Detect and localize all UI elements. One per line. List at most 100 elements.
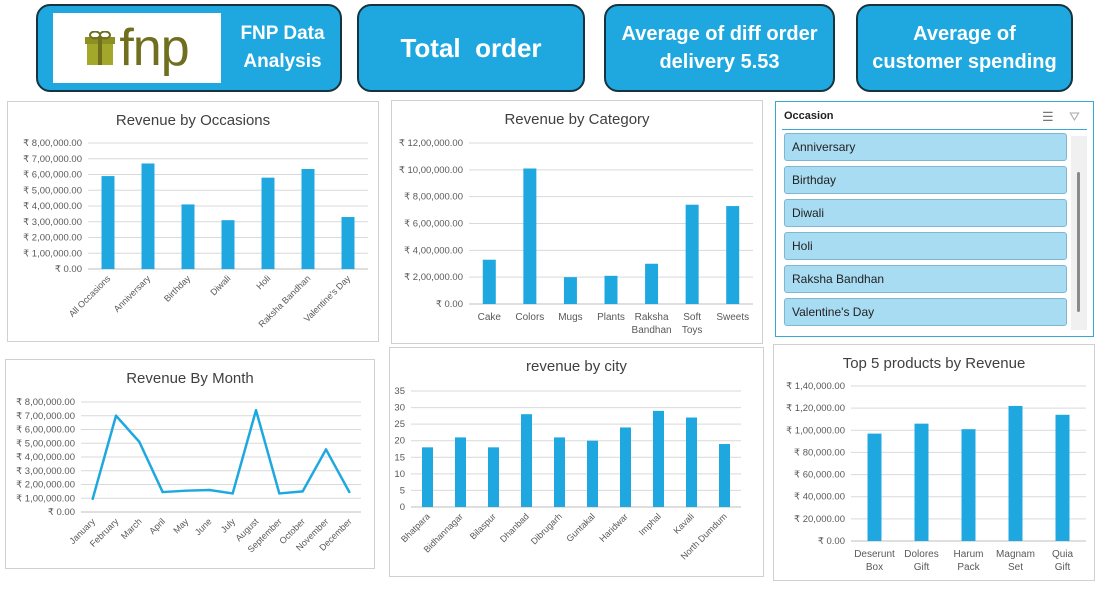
multi-select-icon[interactable]: ☰: [1042, 109, 1054, 124]
bar: [521, 414, 532, 507]
data-point: [324, 448, 328, 451]
x-tick-label: Magnam: [996, 549, 1035, 560]
chart-title: Revenue by Occasions: [115, 112, 271, 129]
bar: [141, 163, 155, 269]
x-tick-label: Box: [866, 562, 883, 573]
x-tick-label: Quia: [1052, 549, 1074, 560]
y-tick-label: ₹ 10,00,000.00: [399, 165, 463, 176]
x-tick-label: Toys: [682, 325, 703, 336]
x-tick-label: May: [171, 516, 190, 535]
y-tick-label: ₹ 8,00,000.00: [23, 138, 82, 149]
bar: [867, 433, 882, 541]
chart-title: Revenue by Category: [504, 111, 650, 128]
chart-canvas: ₹ 0.00 ₹ 1,00,000.00 ₹ 2,00,000.00 ₹ 3,00,0…: [16, 397, 361, 555]
bar: [961, 429, 976, 541]
y-tick-label: ₹ 3,00,000.00: [23, 217, 82, 228]
chart-revenue-occasions[interactable]: Revenue by Occasions ₹ 0.00 ₹ 1,00,000.00…: [7, 101, 379, 342]
y-tick-label: ₹ 4,00,000.00: [404, 245, 463, 256]
y-tick-label: ₹ 7,00,000.00: [23, 154, 82, 165]
x-tick-label: March: [119, 516, 144, 541]
fnp-logo: fnp: [53, 13, 221, 83]
slicer-item-anniversary[interactable]: Anniversary: [784, 133, 1067, 161]
slicer-item-valentines-day[interactable]: Valentine's Day: [784, 298, 1067, 326]
chart-revenue-month[interactable]: Revenue By Month ₹ 0.00 ₹ 1,00,000.00 ₹ 2,…: [5, 359, 375, 569]
bar: [101, 176, 115, 269]
data-point: [231, 492, 234, 495]
data-point: [161, 490, 164, 494]
kpi-label: Total order: [400, 33, 542, 63]
bar: [523, 168, 537, 304]
data-point: [114, 414, 118, 417]
x-tick-label: Harum: [953, 549, 983, 560]
clear-filter-icon[interactable]: ⛛: [1069, 109, 1080, 124]
slicer-title: Occasion: [784, 110, 834, 122]
y-tick-label: ₹ 4,00,000.00: [16, 452, 75, 463]
y-tick-label: ₹ 5,00,000.00: [16, 438, 75, 449]
x-tick-label: All Occasions: [67, 273, 113, 319]
bar: [914, 423, 929, 541]
x-tick-label: Raksha: [635, 312, 669, 323]
chart-title: Top 5 products by Revenue: [842, 355, 1026, 372]
x-tick-label: Dolores: [904, 549, 938, 560]
x-tick-label: July: [219, 516, 238, 535]
y-tick-label: ₹ 7,00,000.00: [16, 411, 75, 422]
x-tick-label: Soft: [683, 312, 701, 323]
bar: [645, 263, 659, 304]
slicer-item-raksha-bandhan[interactable]: Raksha Bandhan: [784, 265, 1067, 293]
data-point: [301, 490, 304, 493]
data-point: [278, 492, 281, 495]
scrollbar-thumb[interactable]: [1077, 172, 1080, 312]
slicer-scrollbar[interactable]: [1071, 136, 1087, 330]
slicer-divider: [782, 129, 1087, 130]
x-tick-label: Holi: [254, 273, 272, 291]
chart-title: Revenue By Month: [126, 370, 254, 387]
bar: [554, 437, 565, 507]
data-point: [348, 490, 351, 494]
x-tick-label: Dhanbad: [498, 511, 531, 544]
kpi-avg-spending[interactable]: Average of customer spending: [856, 4, 1073, 92]
slicer-item-birthday[interactable]: Birthday: [784, 166, 1067, 194]
bar: [1055, 414, 1070, 541]
kpi-total-order[interactable]: Total order: [357, 4, 585, 92]
chart-top5-products[interactable]: Top 5 products by Revenue ₹ 0.00 ₹ 20,000…: [773, 344, 1095, 581]
x-tick-label: Haridwar: [597, 511, 630, 544]
occasion-slicer[interactable]: Occasion ☰ ⛛ Anniversary Birthday Diwali…: [775, 101, 1094, 337]
x-tick-label: Pack: [957, 562, 980, 573]
y-tick-label: ₹ 0.00: [48, 507, 75, 518]
y-tick-label: ₹ 1,00,000.00: [16, 493, 75, 504]
slicer-item-diwali[interactable]: Diwali: [784, 199, 1067, 227]
bar: [726, 206, 740, 304]
chart-canvas: ₹ 0.00 ₹ 20,000.00 ₹ 40,000.00 ₹ 60,000.00 ₹…: [786, 381, 1086, 573]
y-tick-label: ₹ 5,00,000.00: [23, 185, 82, 196]
kpi-avg-delivery[interactable]: Average of diff order delivery 5.53: [604, 4, 835, 92]
y-tick-label: 30: [394, 403, 405, 414]
y-tick-label: ₹ 0.00: [55, 264, 82, 275]
chart-revenue-category[interactable]: Revenue by Category ₹ 0.00 ₹ 2,00,000.00 ₹…: [391, 100, 763, 344]
chart-revenue-city[interactable]: revenue by city 0 5 10 15 20 25 30 35 Bhatpara Bi…: [389, 347, 764, 577]
x-tick-label: Gift: [914, 562, 930, 573]
x-tick-label: Mugs: [558, 312, 582, 323]
bar: [1008, 405, 1023, 541]
x-tick-label: Birthday: [162, 273, 193, 304]
y-tick-label: ₹ 60,000.00: [794, 470, 845, 481]
data-point: [91, 497, 94, 501]
x-tick-label: Plants: [597, 312, 625, 323]
y-tick-label: 35: [394, 386, 405, 397]
bar: [620, 427, 631, 507]
y-tick-label: ₹ 80,000.00: [794, 447, 845, 458]
x-tick-label: Kavali: [672, 511, 696, 535]
slicer-item-holi[interactable]: Holi: [784, 232, 1067, 260]
y-tick-label: ₹ 0.00: [818, 536, 845, 547]
y-tick-label: ₹ 3,00,000.00: [16, 466, 75, 477]
bar: [221, 220, 235, 269]
bar: [422, 447, 433, 507]
y-tick-label: ₹ 1,40,000.00: [786, 381, 845, 392]
y-tick-label: ₹ 2,00,000.00: [16, 480, 75, 491]
x-tick-label: Cake: [478, 312, 502, 323]
y-tick-label: 25: [394, 419, 405, 430]
bar: [301, 168, 315, 269]
bar: [488, 447, 499, 507]
x-tick-label: Bhatpara: [399, 511, 432, 544]
y-tick-label: 20: [394, 436, 405, 447]
